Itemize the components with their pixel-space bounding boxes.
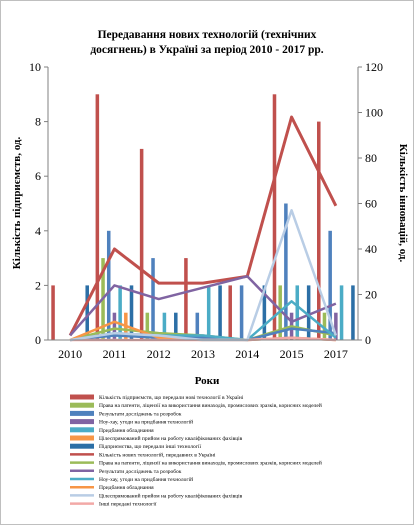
bar — [228, 285, 232, 340]
bar — [145, 312, 150, 340]
bar — [151, 258, 155, 340]
chart-title-line-1: Передавання нових технологій (технічних — [98, 29, 317, 41]
bar — [174, 312, 178, 340]
bar — [51, 285, 55, 340]
bar — [112, 312, 117, 340]
series-line — [69, 275, 337, 337]
y-axis-left-title: Кількість підприємств, од. — [11, 137, 23, 270]
legend-swatch — [70, 419, 94, 425]
bar — [295, 285, 300, 340]
bar — [239, 285, 244, 340]
x-axis-title: Роки — [195, 375, 220, 387]
x-tick-label: 2012 — [147, 347, 171, 361]
y-right-tick-label: 0 — [365, 333, 371, 347]
bar — [129, 285, 134, 340]
legend-swatch — [70, 443, 94, 449]
x-tick-label: 2014 — [235, 347, 259, 361]
bar — [106, 230, 111, 340]
legend-label: Цілеспрямований прийом на роботу кваліфі… — [99, 492, 243, 499]
bar — [95, 94, 100, 340]
y-right-tick-label: 120 — [365, 60, 383, 74]
x-tick-label: 2011 — [103, 347, 127, 361]
y-right-tick-label: 100 — [365, 106, 383, 120]
legend-swatch — [70, 410, 94, 416]
x-tick-label: 2013 — [191, 347, 215, 361]
chart-title-line-2: досягнень) в Україні за період 2010 - 20… — [90, 44, 323, 56]
legend-label: Кількість підприємств, що передали нові … — [99, 395, 244, 401]
y-right-tick-label: 40 — [365, 242, 377, 256]
bar — [206, 285, 211, 340]
y-left-tick-label: 0 — [35, 333, 41, 347]
y-axis-right-title: Кількість інновацій, од. — [397, 144, 409, 263]
legend-swatch — [70, 427, 94, 433]
bar — [317, 121, 321, 340]
y-left-tick-label: 6 — [35, 169, 41, 183]
legend-swatch — [70, 435, 94, 441]
bar — [218, 285, 222, 340]
legend-label: Ноу-хау, угоди на придбання технологій — [99, 419, 193, 426]
bar — [328, 230, 332, 340]
x-tick-label: 2017 — [324, 347, 348, 361]
legend-label: Інші передані технології — [99, 502, 157, 508]
series-line — [68, 115, 338, 337]
y-right-tick-label: 60 — [365, 197, 377, 211]
series-line — [70, 327, 336, 342]
x-tick-label: 2010 — [58, 347, 82, 361]
legend-swatch — [70, 394, 94, 400]
bar — [351, 285, 355, 340]
bar — [118, 285, 122, 340]
legend-label: Кількість нових технологій, передавних в… — [99, 451, 216, 458]
y-left-tick-label: 2 — [35, 278, 41, 292]
bar — [85, 285, 89, 340]
legend-label: Результати досліджень та розробок — [99, 468, 182, 475]
legend-label: Ноу-хау, угоди на придбання технологій — [99, 476, 193, 483]
bar — [306, 285, 311, 340]
bar — [284, 203, 288, 340]
y-right-tick-label: 80 — [365, 151, 377, 165]
bar — [162, 312, 167, 340]
y-left-tick-label: 4 — [35, 224, 41, 238]
bar — [272, 94, 277, 340]
bar — [262, 285, 267, 340]
bar — [339, 285, 344, 340]
legend-label: Підприємства, що передали інші технологі… — [99, 444, 202, 450]
y-left-tick-label: 10 — [29, 60, 41, 74]
legend-label: Придбання обладнання — [99, 484, 154, 491]
x-tick-label: 2015 — [280, 347, 304, 361]
bar — [334, 312, 338, 340]
bars-layer — [51, 94, 355, 340]
bar — [139, 148, 144, 340]
legend-label: Придбання обладнання — [99, 427, 154, 434]
legend-label: Результати досліджень та розробок — [99, 410, 182, 417]
legend: Кількість підприємств, що передали нові … — [70, 394, 322, 508]
bar — [195, 312, 200, 340]
legend-label: Права на патенти, ліцензії на використан… — [99, 460, 322, 467]
legend-label: Цілеспрямований прийом на роботу кваліфі… — [99, 435, 243, 442]
legend-swatch — [70, 402, 94, 408]
bar — [322, 312, 327, 340]
y-left-tick-label: 8 — [35, 115, 41, 129]
legend-label: Права на патенти, ліцензії на використан… — [99, 402, 322, 409]
y-right-tick-label: 20 — [365, 288, 377, 302]
bar — [184, 258, 188, 340]
